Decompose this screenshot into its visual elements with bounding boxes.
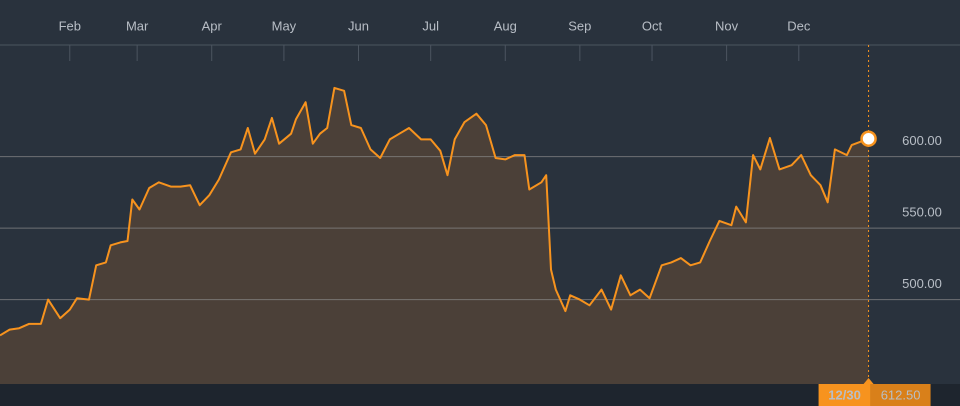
date-label: 12/30 <box>828 387 861 402</box>
last-point <box>860 130 877 147</box>
y-tick-label: 600.00 <box>902 133 942 148</box>
date-badge-arrow <box>863 378 874 384</box>
x-tick-label: Oct <box>642 18 663 33</box>
value-label: 612.50 <box>881 387 921 402</box>
area-fill <box>0 87 869 385</box>
y-tick-label: 500.00 <box>902 276 942 291</box>
x-tick-label: Sep <box>568 18 591 33</box>
x-tick-label: Nov <box>715 18 739 33</box>
x-tick-label: Aug <box>494 18 517 33</box>
footer-strip <box>0 384 960 406</box>
x-tick-label: Apr <box>202 18 223 33</box>
value-badge <box>870 384 931 406</box>
x-tick-label: May <box>272 18 297 33</box>
price-line <box>0 86 869 337</box>
x-tick-label: Mar <box>126 18 149 33</box>
x-tick-label: Feb <box>59 18 81 33</box>
x-tick-label: Jun <box>348 18 369 33</box>
x-tick-label: Jul <box>422 18 439 33</box>
y-tick-label: 550.00 <box>902 205 942 220</box>
date-badge <box>818 384 871 406</box>
x-tick-label: Dec <box>787 18 811 33</box>
